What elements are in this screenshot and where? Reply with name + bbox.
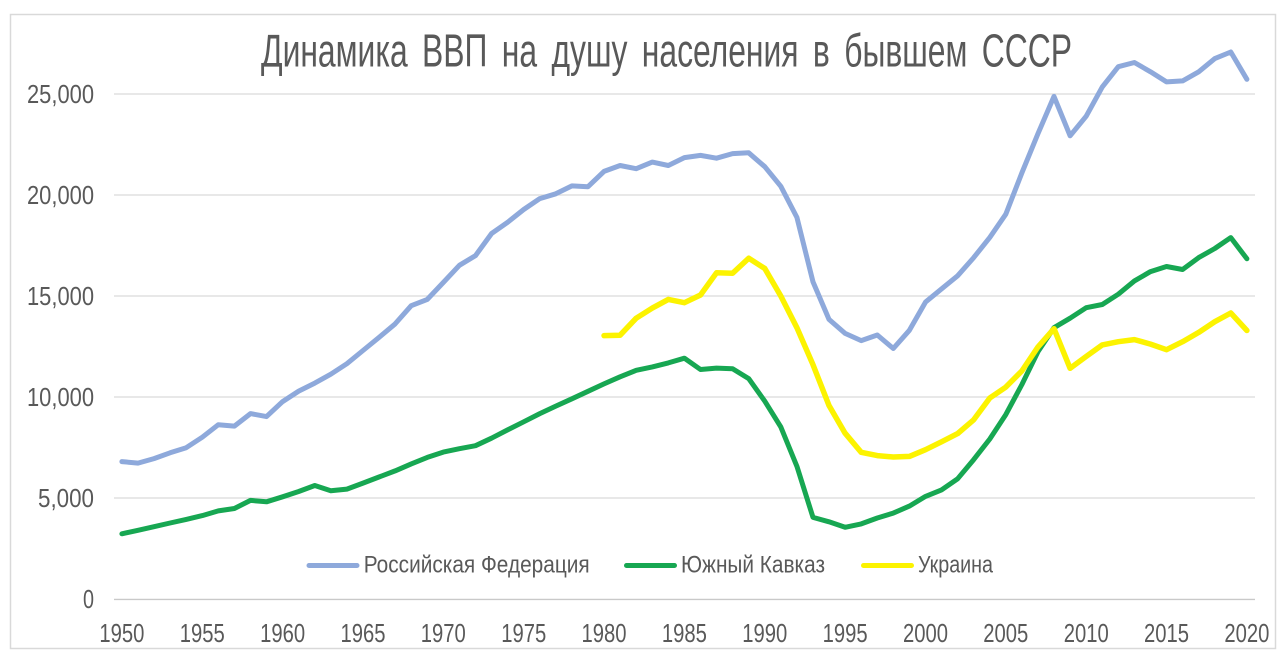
svg-text:15,000: 15,000 — [27, 283, 94, 311]
svg-text:Южный Кавказ: Южный Кавказ — [681, 552, 825, 579]
svg-text:Украина: Украина — [918, 552, 994, 579]
svg-text:2000: 2000 — [903, 618, 948, 648]
svg-text:2015: 2015 — [1144, 618, 1189, 648]
svg-text:1985: 1985 — [662, 618, 707, 648]
svg-text:1980: 1980 — [582, 618, 627, 648]
svg-text:2020: 2020 — [1224, 618, 1269, 648]
svg-text:25,000: 25,000 — [27, 81, 94, 109]
svg-text:1960: 1960 — [260, 618, 305, 648]
svg-text:1965: 1965 — [341, 618, 386, 648]
svg-text:1990: 1990 — [742, 618, 787, 648]
svg-text:1950: 1950 — [99, 618, 144, 648]
svg-text:Динамика ВВП на душу населения: Динамика ВВП на душу населения в бывшем … — [261, 25, 1072, 77]
svg-text:5,000: 5,000 — [38, 485, 94, 513]
svg-text:1955: 1955 — [180, 618, 225, 648]
svg-text:2005: 2005 — [983, 618, 1028, 648]
svg-text:10,000: 10,000 — [27, 384, 94, 412]
svg-text:0: 0 — [83, 586, 94, 614]
svg-text:1975: 1975 — [501, 618, 546, 648]
svg-text:20,000: 20,000 — [27, 182, 94, 210]
svg-text:Российская Федерация: Российская Федерация — [364, 552, 590, 579]
svg-text:1970: 1970 — [421, 618, 466, 648]
svg-text:2010: 2010 — [1064, 618, 1109, 648]
svg-text:1995: 1995 — [823, 618, 868, 648]
